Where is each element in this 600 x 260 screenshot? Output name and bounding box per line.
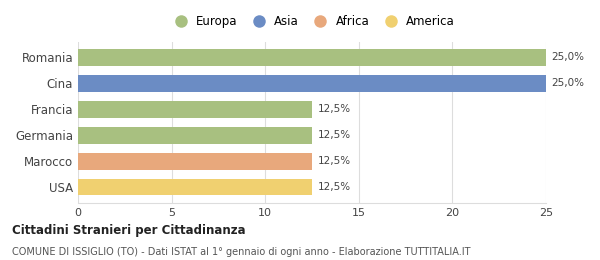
Bar [78,75,546,92]
Bar [78,127,312,144]
Bar [78,49,546,66]
Bar [78,153,312,170]
Bar [78,101,312,118]
Bar [78,179,312,196]
Text: 12,5%: 12,5% [317,104,351,114]
Text: 25,0%: 25,0% [551,78,584,88]
Text: 12,5%: 12,5% [317,130,351,140]
Text: 25,0%: 25,0% [551,52,584,62]
Text: Cittadini Stranieri per Cittadinanza: Cittadini Stranieri per Cittadinanza [12,224,245,237]
Legend: Europa, Asia, Africa, America: Europa, Asia, Africa, America [169,15,455,28]
Text: 12,5%: 12,5% [317,182,351,192]
Text: 12,5%: 12,5% [317,156,351,166]
Text: COMUNE DI ISSIGLIO (TO) - Dati ISTAT al 1° gennaio di ogni anno - Elaborazione T: COMUNE DI ISSIGLIO (TO) - Dati ISTAT al … [12,247,470,257]
